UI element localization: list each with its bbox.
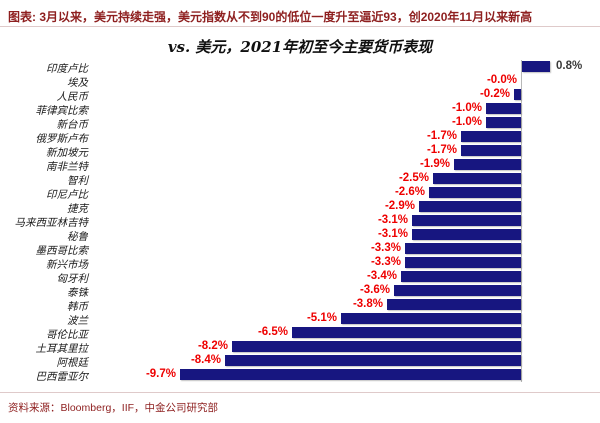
bar xyxy=(514,89,521,100)
category-label: 印尼卢比 xyxy=(46,189,88,201)
value-label: -8.4% xyxy=(190,354,221,366)
value-label: -3.1% xyxy=(377,214,408,226)
bar xyxy=(486,117,521,128)
value-label: -6.5% xyxy=(257,326,288,338)
value-label: -3.3% xyxy=(370,242,401,254)
value-label: -9.7% xyxy=(145,368,176,380)
title-divider xyxy=(0,26,600,27)
bar xyxy=(429,187,521,198)
bar xyxy=(433,173,521,184)
bar xyxy=(292,327,521,338)
zero-axis-line xyxy=(521,60,522,382)
chart-row: 泰铢 -3.6% xyxy=(0,284,600,299)
category-label: 俄罗斯卢布 xyxy=(35,133,89,145)
bar-chart: 印度卢比 0.8% 埃及 -0.0% 人民币 -0.2% 菲律宾比索 -1.0% 新台币 -1.0… xyxy=(0,60,600,383)
category-label: 新加坡元 xyxy=(46,147,88,159)
chart-row: 印尼卢比 -2.6% xyxy=(0,186,600,201)
chart-row: 波兰 -5.1% xyxy=(0,312,600,327)
value-label: -8.2% xyxy=(197,340,228,352)
chart-row: 韩币 -3.8% xyxy=(0,298,600,313)
value-label: -1.9% xyxy=(419,158,450,170)
value-label: -3.4% xyxy=(366,270,397,282)
category-label: 韩币 xyxy=(67,301,88,313)
source-note: 资料来源：Bloomberg，IIF，中金公司研究部 xyxy=(8,402,219,414)
category-label: 巴西雷亚尔 xyxy=(35,371,89,383)
category-label: 波兰 xyxy=(67,315,88,327)
chart-row: 新加坡元 -1.7% xyxy=(0,144,600,159)
bar xyxy=(401,271,521,282)
bar xyxy=(405,243,521,254)
chart-row: 埃及 -0.0% xyxy=(0,74,600,89)
value-label: -5.1% xyxy=(306,312,337,324)
category-label: 新兴市场 xyxy=(46,259,88,271)
chart-row: 俄罗斯卢布 -1.7% xyxy=(0,130,600,145)
bar xyxy=(341,313,521,324)
value-label: 0.8% xyxy=(556,60,583,72)
category-label: 马来西亚林吉特 xyxy=(14,217,89,229)
report-title: 图表: 3月以来，美元持续走强，美元指数从不到90的低位一度升至逼近93，创20… xyxy=(8,10,533,24)
chart-row: 新台币 -1.0% xyxy=(0,116,600,131)
category-label: 人民币 xyxy=(56,91,89,103)
chart-row: 新兴市场 -3.3% xyxy=(0,256,600,271)
category-label: 阿根廷 xyxy=(56,357,89,369)
footer-divider xyxy=(0,392,600,393)
chart-row: 墨西哥比索 -3.3% xyxy=(0,242,600,257)
bar xyxy=(180,369,521,380)
bar xyxy=(461,145,521,156)
bar xyxy=(394,285,521,296)
category-label: 印度卢比 xyxy=(46,63,88,75)
bar xyxy=(412,229,521,240)
chart-title: vs. 美元，2021年初至今主要货币表现 xyxy=(167,38,433,56)
category-label: 泰铢 xyxy=(67,287,88,299)
value-label: -0.2% xyxy=(479,88,510,100)
value-label: -0.0% xyxy=(486,74,517,86)
category-label: 土耳其里拉 xyxy=(35,343,89,355)
bar xyxy=(419,201,521,212)
bar xyxy=(225,355,521,366)
category-label: 埃及 xyxy=(67,77,88,89)
category-label: 新台币 xyxy=(56,119,89,131)
bar xyxy=(522,61,550,72)
bar xyxy=(454,159,521,170)
value-label: -3.3% xyxy=(370,256,401,268)
value-label: -2.5% xyxy=(398,172,429,184)
chart-row: 南非兰特 -1.9% xyxy=(0,158,600,173)
value-label: -1.7% xyxy=(426,130,457,142)
value-label: -3.1% xyxy=(377,228,408,240)
value-label: -1.0% xyxy=(451,116,482,128)
chart-row: 阿根廷 -8.4% xyxy=(0,354,600,369)
bar xyxy=(412,215,521,226)
bar xyxy=(232,341,521,352)
value-label: -1.0% xyxy=(451,102,482,114)
category-label: 南非兰特 xyxy=(46,161,88,173)
chart-row: 巴西雷亚尔 -9.7% xyxy=(0,368,600,383)
chart-row: 印度卢比 0.8% xyxy=(0,60,600,75)
bar xyxy=(461,131,521,142)
value-label: -1.7% xyxy=(426,144,457,156)
bar xyxy=(387,299,521,310)
value-label: -2.9% xyxy=(384,200,415,212)
category-label: 秘鲁 xyxy=(67,231,88,243)
chart-row: 人民币 -0.2% xyxy=(0,88,600,103)
chart-row: 智利 -2.5% xyxy=(0,172,600,187)
chart-row: 马来西亚林吉特 -3.1% xyxy=(0,214,600,229)
category-label: 捷克 xyxy=(67,203,88,215)
value-label: -2.6% xyxy=(394,186,425,198)
chart-row: 匈牙利 -3.4% xyxy=(0,270,600,285)
bar xyxy=(405,257,521,268)
chart-row: 秘鲁 -3.1% xyxy=(0,228,600,243)
category-label: 墨西哥比索 xyxy=(35,245,89,257)
chart-row: 捷克 -2.9% xyxy=(0,200,600,215)
chart-row: 哥伦比亚 -6.5% xyxy=(0,326,600,341)
category-label: 智利 xyxy=(67,175,88,187)
chart-row: 菲律宾比索 -1.0% xyxy=(0,102,600,117)
category-label: 菲律宾比索 xyxy=(35,105,89,117)
chart-row: 土耳其里拉 -8.2% xyxy=(0,340,600,355)
bar xyxy=(486,103,521,114)
category-label: 匈牙利 xyxy=(56,273,89,285)
category-label: 哥伦比亚 xyxy=(46,329,88,341)
value-label: -3.8% xyxy=(352,298,383,310)
value-label: -3.6% xyxy=(359,284,390,296)
